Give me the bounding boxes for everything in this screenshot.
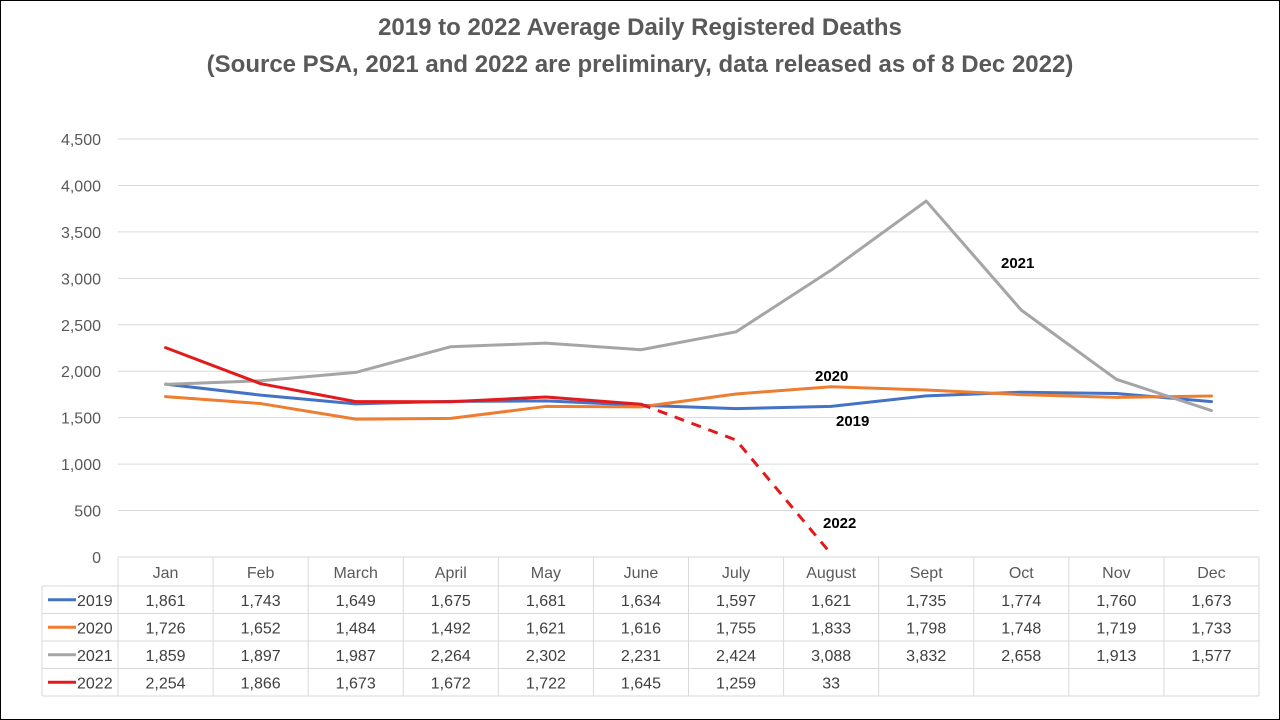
- table-cell-value: 1,719: [1096, 620, 1136, 637]
- series-annotation: 2020: [815, 368, 848, 385]
- x-tick-label: May: [531, 565, 561, 582]
- chart-title: 2019 to 2022 Average Daily Registered De…: [378, 14, 902, 41]
- y-tick-label: 4,500: [61, 132, 101, 149]
- table-cell-value: 3,088: [811, 648, 851, 665]
- table-cell-value: 2,658: [1001, 648, 1041, 665]
- table-cell-value: 2,264: [431, 648, 471, 665]
- table-cell-value: 1,616: [621, 620, 661, 637]
- series-annotation: 2022: [823, 515, 856, 532]
- y-tick-label: 4,000: [61, 178, 101, 195]
- table-cell-value: 1,735: [906, 593, 946, 610]
- table-cell-value: 1,673: [1191, 593, 1231, 610]
- table-cell-value: 33: [822, 675, 840, 692]
- table-cell-value: 1,672: [431, 675, 471, 692]
- table-cell-value: 1,681: [526, 593, 566, 610]
- table-cell-value: 2,424: [716, 648, 756, 665]
- table-cell-value: 2,302: [526, 648, 566, 665]
- table-cell-value: 1,743: [241, 593, 281, 610]
- table-cell-value: 2,231: [621, 648, 661, 665]
- table-cell-value: 1,987: [336, 648, 376, 665]
- y-tick-label: 2,500: [61, 318, 101, 335]
- table-cell-value: 1,833: [811, 620, 851, 637]
- series-line-2022-preliminary: [640, 402, 833, 555]
- x-tick-label: June: [624, 565, 659, 582]
- table-cell-value: 1,621: [811, 593, 851, 610]
- chart-subtitle: (Source PSA, 2021 and 2022 are prelimina…: [206, 51, 1074, 78]
- y-tick-label: 2,000: [61, 364, 101, 381]
- table-cell-value: 1,621: [526, 620, 566, 637]
- table-cell-value: 1,492: [431, 620, 471, 637]
- y-tick-label: 500: [74, 504, 101, 521]
- table-cell-value: 1,733: [1191, 620, 1231, 637]
- table-cell-value: 1,597: [716, 593, 756, 610]
- table-cell-value: 2,254: [146, 675, 186, 692]
- x-tick-label: July: [722, 565, 750, 582]
- x-tick-label: Feb: [247, 565, 275, 582]
- table-cell-value: 1,913: [1096, 648, 1136, 665]
- y-tick-label: 1,500: [61, 411, 101, 428]
- x-tick-label: Jan: [153, 565, 179, 582]
- table-cell-value: 1,649: [336, 593, 376, 610]
- legend-label: 2021: [77, 648, 113, 665]
- table-cell-value: 1,722: [526, 675, 566, 692]
- table-cell-value: 1,726: [146, 620, 186, 637]
- table-cell-value: 1,760: [1096, 593, 1136, 610]
- table-cell-value: 1,673: [336, 675, 376, 692]
- table-cell-value: 1,861: [146, 593, 186, 610]
- table-cell-value: 1,484: [336, 620, 376, 637]
- table-cell-value: 1,577: [1191, 648, 1231, 665]
- x-tick-label: Sept: [910, 565, 943, 582]
- series-line-2020: [164, 385, 1213, 421]
- series-annotation: 2021: [1001, 255, 1034, 272]
- table-cell-value: 1,866: [241, 675, 281, 692]
- table-cell-value: 1,652: [241, 620, 281, 637]
- y-tick-label: 0: [92, 550, 101, 567]
- legend-label: 2020: [77, 620, 113, 637]
- table-cell-value: 3,832: [906, 648, 946, 665]
- table-cell-value: 1,897: [241, 648, 281, 665]
- x-tick-label: March: [333, 565, 377, 582]
- legend-label: 2022: [77, 675, 113, 692]
- table-cell-value: 1,755: [716, 620, 756, 637]
- legend-label: 2019: [77, 593, 113, 610]
- x-tick-label: Oct: [1009, 565, 1034, 582]
- table-cell-value: 1,859: [146, 648, 186, 665]
- series-line-2021: [164, 199, 1213, 413]
- table-cell-value: 1,675: [431, 593, 471, 610]
- y-tick-label: 1,000: [61, 457, 101, 474]
- series-annotation: 2019: [836, 413, 869, 430]
- y-tick-label: 3,500: [61, 225, 101, 242]
- series-line-2022: [164, 346, 643, 406]
- table-cell-value: 1,748: [1001, 620, 1041, 637]
- table-cell-value: 1,645: [621, 675, 661, 692]
- x-tick-label: Nov: [1102, 565, 1130, 582]
- x-tick-label: April: [435, 565, 467, 582]
- x-tick-label: Dec: [1197, 565, 1225, 582]
- x-tick-label: August: [806, 565, 856, 582]
- table-cell-value: 1,259: [716, 675, 756, 692]
- table-cell-value: 1,798: [906, 620, 946, 637]
- series-line-2019: [164, 382, 1213, 411]
- y-tick-label: 3,000: [61, 271, 101, 288]
- table-cell-value: 1,634: [621, 593, 661, 610]
- table-cell-value: 1,774: [1001, 593, 1041, 610]
